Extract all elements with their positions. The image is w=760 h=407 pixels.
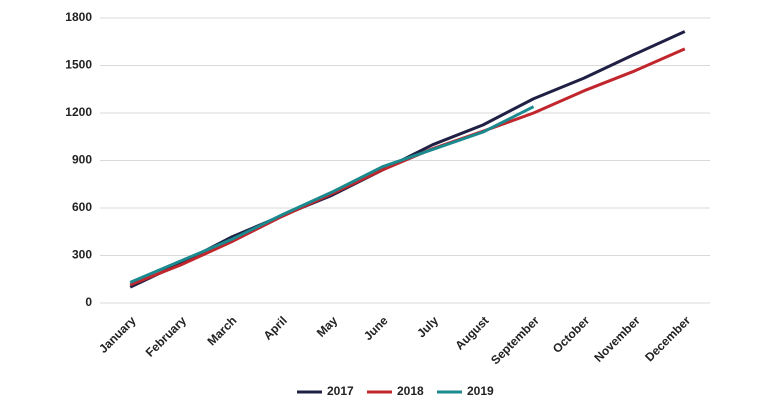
x-tick-label: June bbox=[361, 313, 391, 343]
x-tick-label: February bbox=[143, 313, 189, 359]
x-tick-label: May bbox=[314, 313, 341, 340]
y-tick-label: 1800 bbox=[65, 10, 92, 24]
y-tick-label: 0 bbox=[85, 295, 92, 309]
y-tick-label: 300 bbox=[72, 248, 92, 262]
y-tick-label: 600 bbox=[72, 200, 92, 214]
series-line bbox=[129, 105, 535, 284]
x-tick-label: September bbox=[488, 313, 542, 367]
x-tick-label: April bbox=[261, 313, 290, 342]
y-tick-label: 1200 bbox=[65, 105, 92, 119]
x-tick-label: March bbox=[205, 313, 240, 348]
x-tick-label: January bbox=[96, 313, 139, 356]
x-tick-label: November bbox=[591, 313, 643, 365]
legend-label: 2017 bbox=[327, 384, 354, 398]
y-tick-label: 900 bbox=[72, 153, 92, 167]
x-tick-label: July bbox=[414, 313, 441, 340]
x-tick-label: December bbox=[642, 313, 693, 364]
legend-label: 2019 bbox=[467, 384, 494, 398]
y-tick-label: 1500 bbox=[65, 58, 92, 72]
series-line bbox=[129, 47, 686, 287]
x-tick-label: October bbox=[550, 313, 593, 356]
legend-label: 2018 bbox=[397, 384, 424, 398]
x-tick-label: August bbox=[452, 313, 491, 352]
